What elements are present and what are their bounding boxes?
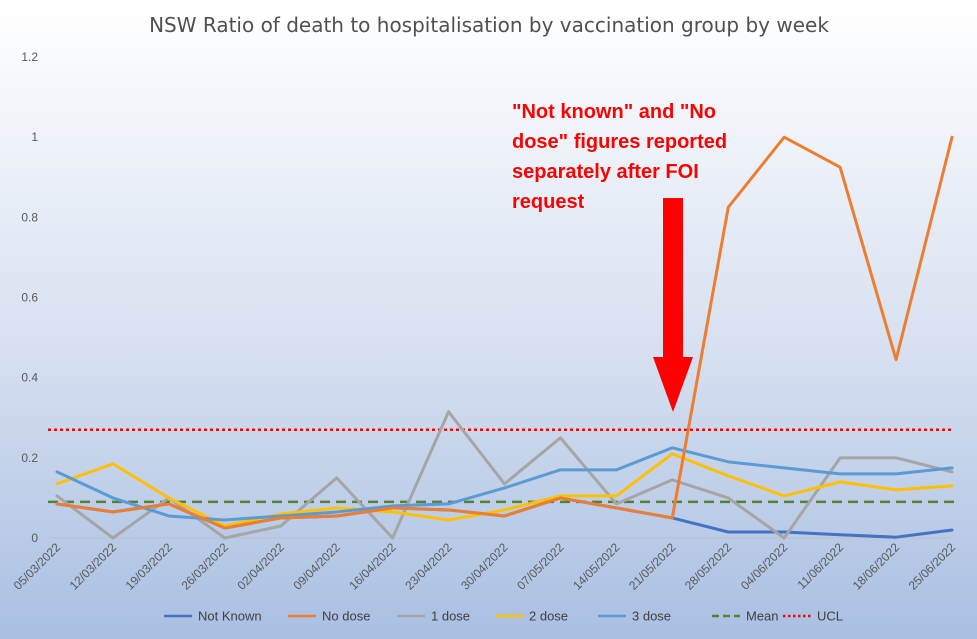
y-tick-label: 1 [31,130,38,144]
legend-label-not-known: Not Known [198,609,262,624]
y-tick-label: 0.6 [21,291,38,305]
y-tick-label: 0.2 [21,451,38,465]
series-line-1-dose [55,410,954,540]
legend-label-ucl: UCL [817,609,843,624]
series-line-no-dose [55,135,954,530]
y-tick-label: 0.4 [21,371,38,385]
annotation-line-2: dose" figures reported [512,131,727,153]
annotation-line-4: request [512,191,585,213]
legend-label-2-dose: 2 dose [529,609,568,624]
annotation-line-3: separately after FOI [512,161,699,183]
series-line-2-dose [55,452,954,528]
chart-title: NSW Ratio of death to hospitalisation by… [149,13,829,37]
annotation: "Not known" and "No dose" figures report… [512,101,727,412]
legend-label-no-dose: No dose [322,609,370,624]
annotation-arrow [653,198,693,412]
legend: Not Known No dose 1 dose 2 dose 3 dose Mean UC… [164,609,843,624]
y-tick-label: 1.2 [21,50,38,64]
y-tick-label: 0 [31,531,38,545]
y-axis: 0 0.2 0.4 0.6 0.8 1 1.2 [21,50,38,545]
y-tick-label: 0.8 [21,210,38,224]
annotation-line-1: "Not known" and "No [512,101,716,123]
legend-label-mean: Mean [746,609,779,624]
legend-label-3-dose: 3 dose [632,609,671,624]
legend-label-1-dose: 1 dose [431,609,470,624]
series-lines [48,135,954,540]
